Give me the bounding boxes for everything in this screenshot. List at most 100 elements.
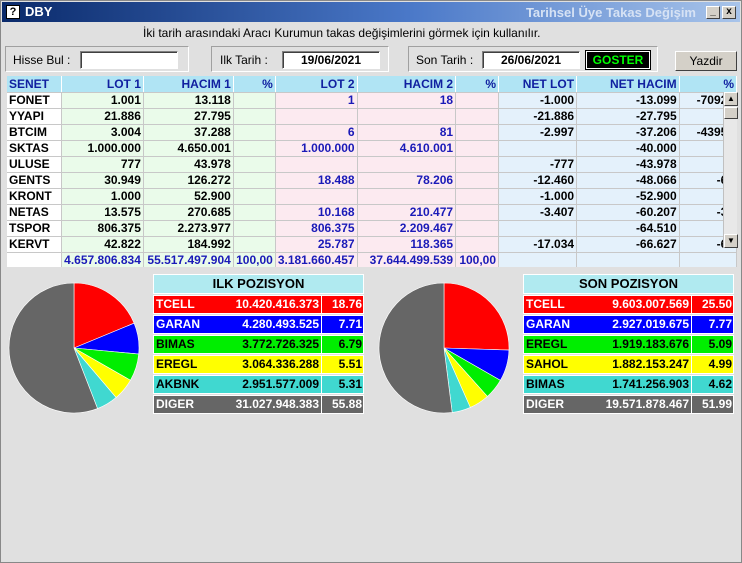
pie-slice xyxy=(443,282,510,351)
table-cell xyxy=(233,188,276,205)
table-row[interactable]: TSPOR 806.375 2.273.977 806.375 2.209.467 -64… xyxy=(7,220,737,237)
table-cell: ULUSE xyxy=(7,156,63,173)
column-header[interactable]: LOT 1 xyxy=(61,76,144,93)
title-bar[interactable]: ? DBY Tarihsel Üye Takas Değişim _ x xyxy=(2,2,740,22)
position-row[interactable]: TCELL 9.603.007.569 25.50 xyxy=(523,295,734,314)
scroll-up-arrow-icon[interactable]: ▲ xyxy=(724,92,738,106)
table-cell xyxy=(233,124,276,141)
table-cell: 184.992 xyxy=(143,236,234,253)
table-cell: 1.001 xyxy=(61,92,144,109)
table-cell: 21.886 xyxy=(61,108,144,125)
table-cell: -64.510 xyxy=(576,220,680,237)
column-header[interactable]: NET HACIM xyxy=(576,76,680,93)
position-row[interactable]: GARAN 4.280.493.525 7.71 xyxy=(153,315,364,334)
position-row[interactable]: DIGER 31.027.948.383 55.88 xyxy=(153,395,364,414)
pie-slice xyxy=(8,282,98,414)
position-row[interactable]: BIMAS 3.772.726.325 6.79 xyxy=(153,335,364,354)
table-cell: -48.066 xyxy=(576,172,680,189)
table-cell: -27.795 xyxy=(576,108,680,125)
table-cell: 52.900 xyxy=(143,188,234,205)
table-row[interactable]: YYAPI 21.886 27.795 -21.886 -27.795 xyxy=(7,108,737,125)
table-cell: 3.004 xyxy=(61,124,144,141)
table-row[interactable]: SKTAS 1.000.000 4.650.001 1.000.000 4.610.00… xyxy=(7,140,737,157)
app-icon[interactable]: ? xyxy=(6,5,20,19)
table-cell xyxy=(233,220,276,237)
position-name: AKBNK xyxy=(156,377,200,391)
table-cell: 1.000 xyxy=(61,188,144,205)
table-row[interactable]: FONET 1.001 13.118 1 18 -1.000 -13.099 -70921 xyxy=(7,92,737,109)
table-cell xyxy=(455,188,500,205)
position-percent: 5.51 xyxy=(338,357,362,371)
total-cell: 55.517.497.904 xyxy=(143,252,234,267)
column-header[interactable]: HACIM 2 xyxy=(357,76,457,93)
table-cell xyxy=(455,124,500,141)
table-cell: 78.206 xyxy=(357,172,457,189)
position-row[interactable]: BIMAS 1.741.256.903 4.62 xyxy=(523,375,734,394)
position-row[interactable]: AKBNK 2.951.577.009 5.31 xyxy=(153,375,364,394)
table-row[interactable]: GENTS 30.949 126.272 18.488 78.206 -12.460 -48… xyxy=(7,172,737,189)
pie-slice xyxy=(73,282,135,349)
table-cell: -3.407 xyxy=(498,204,578,221)
son-pozisyon-title: SON POZISYON xyxy=(523,274,734,294)
close-button[interactable]: x xyxy=(722,6,736,19)
position-value: 1.919.183.676 xyxy=(594,336,692,353)
description-text: İki tarih arasındaki Aracı Kurumun takas… xyxy=(143,26,541,40)
position-value: 3.064.336.288 xyxy=(224,356,322,373)
table-row[interactable]: BTCIM 3.004 37.288 6 81 -2.997 -37.206 -43957 xyxy=(7,124,737,141)
position-value: 9.603.007.569 xyxy=(594,296,692,313)
table-row[interactable]: ULUSE 777 43.978 -777 -43.978 xyxy=(7,156,737,173)
total-cell xyxy=(679,252,737,267)
position-row[interactable]: GARAN 2.927.019.675 7.77 xyxy=(523,315,734,334)
son-tarih-input[interactable]: 26/06/2021 xyxy=(482,51,580,69)
column-header[interactable]: % xyxy=(679,76,737,93)
table-cell xyxy=(275,156,358,173)
hisse-search-input[interactable] xyxy=(80,51,178,69)
table-cell: 81 xyxy=(357,124,457,141)
position-value: 4.280.493.525 xyxy=(224,316,322,333)
ilk-tarih-input[interactable]: 19/06/2021 xyxy=(282,51,380,69)
scroll-thumb[interactable] xyxy=(724,107,738,119)
table-cell: 2.273.977 xyxy=(143,220,234,237)
grid-scrollbar[interactable]: ▲ ▼ xyxy=(723,92,738,248)
table-row[interactable]: KRONT 1.000 52.900 -1.000 -52.900 xyxy=(7,188,737,205)
ilk-tarih-label: Ilk Tarih : xyxy=(220,53,268,67)
table-cell: 30.949 xyxy=(61,172,144,189)
hisse-label: Hisse Bul : xyxy=(13,53,71,67)
table-cell: KRONT xyxy=(7,188,63,205)
position-value: 31.027.948.383 xyxy=(224,396,322,413)
position-row[interactable]: SAHOL 1.882.153.247 4.99 xyxy=(523,355,734,374)
table-cell: -13.099 xyxy=(576,92,680,109)
son-pozisyon-pie-chart xyxy=(378,282,510,414)
table-cell: GENTS xyxy=(7,172,63,189)
scroll-down-arrow-icon[interactable]: ▼ xyxy=(724,234,738,248)
column-header[interactable]: % xyxy=(455,76,500,93)
goster-button[interactable]: GOSTER xyxy=(585,50,651,70)
column-header[interactable]: SENET xyxy=(7,76,63,93)
table-row[interactable]: KERVT 42.822 184.992 25.787 118.365 -17.034 -6… xyxy=(7,236,737,253)
column-header[interactable]: LOT 2 xyxy=(275,76,358,93)
ilk-tarih-group xyxy=(211,46,389,72)
table-cell xyxy=(357,188,457,205)
yazdir-button[interactable]: Yazdir xyxy=(675,51,737,71)
takas-grid[interactable]: SENET LOT 1 HACIM 1% LOT 2 HACIM 2% NET LOT NE… xyxy=(7,76,737,267)
pie-slice xyxy=(378,282,453,414)
column-header[interactable]: NET LOT xyxy=(498,76,578,93)
position-percent: 5.09 xyxy=(708,337,732,351)
table-cell xyxy=(455,220,500,237)
table-cell: 6 xyxy=(275,124,358,141)
minimize-button[interactable]: _ xyxy=(706,6,720,19)
position-row[interactable]: DIGER 19.571.878.467 51.99 xyxy=(523,395,734,414)
position-row[interactable]: TCELL 10.420.416.373 18.76 xyxy=(153,295,364,314)
total-cell xyxy=(498,252,578,267)
table-cell: 210.477 xyxy=(357,204,457,221)
position-name: BIMAS xyxy=(156,337,195,351)
position-row[interactable]: EREGL 3.064.336.288 5.51 xyxy=(153,355,364,374)
column-header[interactable]: HACIM 1 xyxy=(143,76,234,93)
table-cell: 806.375 xyxy=(275,220,358,237)
column-header[interactable]: % xyxy=(233,76,276,93)
table-row[interactable]: NETAS 13.575 270.685 10.168 210.477 -3.407 -60… xyxy=(7,204,737,221)
table-cell xyxy=(233,236,276,253)
table-cell: -67 xyxy=(679,172,737,189)
position-row[interactable]: EREGL 1.919.183.676 5.09 xyxy=(523,335,734,354)
table-cell: 37.288 xyxy=(143,124,234,141)
